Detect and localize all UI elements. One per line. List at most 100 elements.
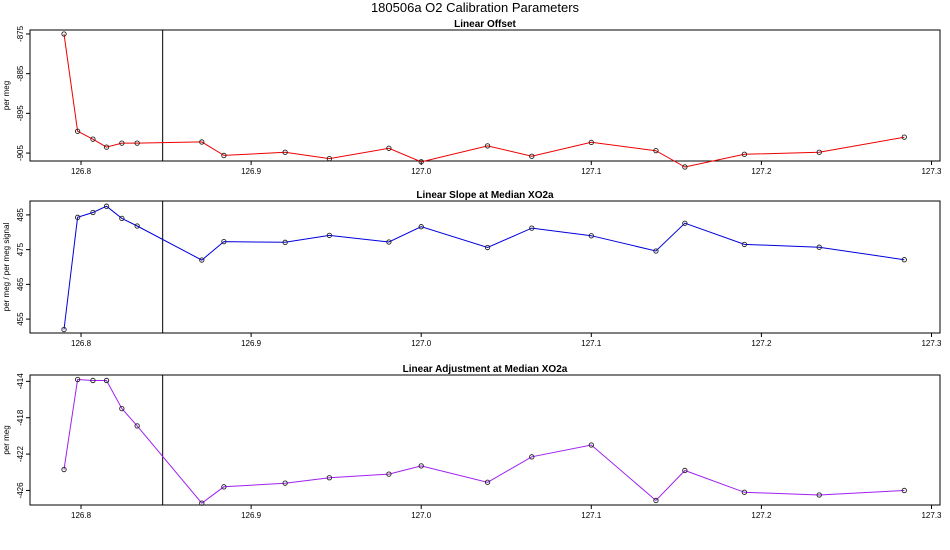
x-tick-label: 126.9: [241, 339, 262, 348]
data-point: [74, 128, 81, 134]
data-point: [103, 203, 110, 209]
data-point: [653, 248, 659, 254]
y-tick-label: -414: [16, 373, 25, 390]
data-point: [199, 500, 205, 506]
x-tick-label: 126.8: [71, 167, 92, 176]
data-point: [103, 377, 110, 384]
x-tick-label: 126.9: [241, 167, 262, 176]
data-point: [741, 489, 748, 495]
data-point: [134, 223, 140, 229]
x-tick-label: 127.2: [751, 167, 772, 176]
chart-panel-2: Linear Slope at Median XO2a per meg / per…: [2, 190, 942, 348]
x-tick-label: 126.8: [71, 339, 92, 348]
x-tick-label: 127.0: [411, 167, 432, 176]
x-tick-label: 127.0: [411, 339, 432, 348]
y-tick-label: -895: [16, 105, 25, 122]
x-tick-label: 127.1: [581, 339, 602, 348]
data-point: [134, 423, 140, 429]
data-point: [653, 497, 659, 504]
panel-title: Linear Offset: [454, 19, 516, 30]
data-point: [199, 257, 205, 263]
chart-panel-1: Linear Offset per meg 126.8 126.9 127.0 127.1…: [2, 19, 942, 176]
data-point: [682, 467, 688, 474]
plot-frame: [29, 374, 941, 506]
data-point: [901, 134, 907, 140]
plot-frame: [29, 200, 941, 334]
y-tick-label: 465: [16, 277, 25, 291]
data-point: [529, 454, 535, 460]
data-point: [119, 140, 125, 146]
data-point: [529, 225, 535, 231]
data-point: [816, 244, 822, 250]
data-point: [199, 139, 205, 145]
data-point: [326, 155, 333, 162]
chart-panel-3: Linear Adjustment at Median XO2a per meg 1…: [2, 364, 942, 520]
data-point: [484, 143, 491, 149]
y-tick-label: -905: [16, 145, 25, 162]
y-tick-label: 485: [16, 208, 25, 222]
data-point: [134, 140, 140, 146]
data-point: [282, 149, 288, 155]
data-point: [386, 145, 392, 151]
x-tick-label: 127.2: [751, 339, 772, 348]
data-point: [588, 139, 594, 145]
y-tick-label: -418: [16, 409, 25, 426]
y-tick-label: -885: [16, 65, 25, 82]
data-point: [418, 463, 424, 469]
data-point: [221, 484, 227, 490]
data-point: [103, 144, 110, 150]
x-tick-label: 127.0: [411, 511, 432, 520]
data-point: [221, 152, 227, 159]
y-tick-label: 455: [16, 312, 25, 326]
y-tick-label: -426: [16, 482, 25, 499]
y-axis-label: per meg: [2, 81, 11, 110]
data-point: [90, 136, 96, 142]
data-point: [653, 148, 659, 154]
panel-title: Linear Adjustment at Median XO2a: [403, 364, 568, 375]
data-point: [741, 151, 748, 157]
data-point: [418, 224, 424, 230]
data-point: [74, 376, 81, 383]
data-point: [119, 215, 125, 222]
data-point: [386, 471, 392, 477]
data-point: [61, 326, 67, 333]
data-point: [741, 241, 748, 248]
data-point: [90, 377, 96, 384]
data-point: [61, 466, 67, 473]
x-tick-label: 127.3: [921, 511, 942, 520]
data-point: [74, 214, 81, 220]
x-tick-label: 127.3: [921, 339, 942, 348]
data-point: [119, 405, 125, 412]
x-tick-label: 127.3: [921, 167, 942, 176]
y-axis-label: per meg: [2, 425, 11, 454]
data-point: [682, 220, 688, 226]
data-point: [529, 153, 535, 159]
y-tick-label: 475: [16, 242, 25, 256]
data-point: [61, 31, 67, 37]
x-tick-label: 127.1: [581, 167, 602, 176]
data-point: [484, 479, 491, 485]
data-point: [816, 492, 822, 498]
data-point: [588, 233, 594, 239]
data-point: [588, 442, 594, 448]
y-tick-label: -422: [16, 446, 25, 463]
data-point: [484, 244, 491, 251]
data-point: [418, 159, 424, 165]
data-point: [221, 238, 227, 245]
data-point: [282, 239, 288, 245]
plot-frame: [29, 29, 941, 162]
data-point: [326, 232, 333, 239]
series-line: [63, 378, 905, 504]
panel-title: Linear Slope at Median XO2a: [416, 190, 554, 201]
y-axis-label: per meg / per meg signal: [2, 223, 11, 312]
data-point: [282, 480, 288, 486]
y-tick-label: -875: [16, 25, 25, 42]
x-tick-label: 126.8: [71, 511, 92, 520]
x-tick-label: 127.2: [751, 511, 772, 520]
data-point: [682, 164, 688, 170]
figure-title: 180506a O2 Calibration Parameters: [370, 0, 580, 15]
x-tick-label: 127.1: [581, 511, 602, 520]
series-line: [63, 33, 905, 168]
data-point: [901, 487, 907, 494]
